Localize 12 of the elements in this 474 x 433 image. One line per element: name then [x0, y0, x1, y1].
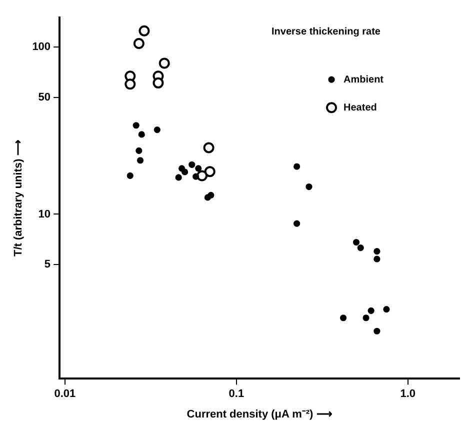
y-tick-label: 50: [38, 91, 51, 104]
y-tick-label: 5: [44, 258, 51, 271]
x-tick-label: 0.01: [54, 388, 76, 400]
x-axis-title: Current density (μA m⁻²) ⟶: [186, 408, 332, 420]
x-tick-label: 0.1: [228, 388, 244, 400]
y-tick-label: 10: [38, 208, 51, 220]
legend-label: Ambient: [344, 74, 384, 86]
y-axis-title: T/t (arbitrary units) ⟶: [12, 140, 25, 257]
legend-label: Heated: [344, 102, 377, 114]
annotation: Inverse thickening rate: [272, 26, 381, 38]
y-tick-label: 100: [32, 41, 51, 54]
x-tick-label: 1.0: [400, 388, 416, 400]
